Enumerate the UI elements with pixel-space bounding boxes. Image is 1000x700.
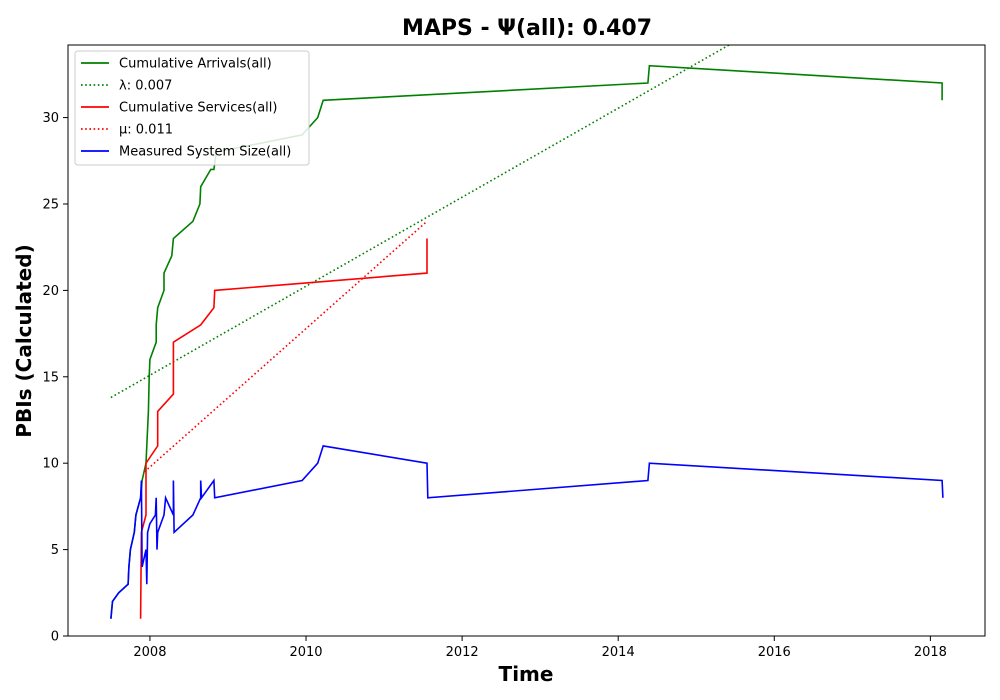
series-line-4 — [110, 444, 944, 619]
x-axis: 2008 2010 2012 2014 2016 2018 — [133, 636, 947, 660]
series-line-1 — [110, 45, 730, 399]
series-line-2 — [139, 238, 428, 619]
chart-title: MAPS - Ψ(all): 0.407 — [402, 16, 652, 41]
y-tick-label: 30 — [42, 111, 59, 126]
y-tick-label: 5 — [51, 543, 59, 558]
legend-label: μ: 0.011 — [119, 123, 173, 138]
y-tick-label: 25 — [42, 197, 59, 212]
y-axis-label: PBIs (Calculated) — [12, 244, 36, 437]
legend-label: Measured System Size(all) — [119, 145, 291, 160]
x-tick-label: 2010 — [289, 645, 322, 660]
x-tick-label: 2008 — [133, 645, 166, 660]
legend-label: λ: 0.007 — [119, 79, 172, 94]
y-tick-label: 10 — [42, 457, 59, 472]
x-tick-label: 2018 — [914, 645, 947, 660]
legend-label: Cumulative Arrivals(all) — [119, 57, 272, 72]
series-line-3 — [143, 220, 428, 473]
plot-frame — [67, 44, 986, 637]
legend: Cumulative Arrivals(all) λ: 0.007 Cumulati… — [74, 50, 310, 166]
legend-label: Cumulative Services(all) — [119, 101, 277, 116]
x-tick-label: 2014 — [602, 645, 635, 660]
y-tick-label: 20 — [42, 284, 59, 299]
x-axis-label: Time — [499, 662, 554, 686]
y-tick-label: 15 — [42, 370, 59, 385]
x-tick-label: 2016 — [758, 645, 791, 660]
y-tick-label: 0 — [51, 630, 59, 645]
legend-box — [74, 50, 310, 166]
x-tick-label: 2012 — [446, 645, 479, 660]
y-axis: 0 5 10 15 20 25 30 — [42, 111, 68, 645]
